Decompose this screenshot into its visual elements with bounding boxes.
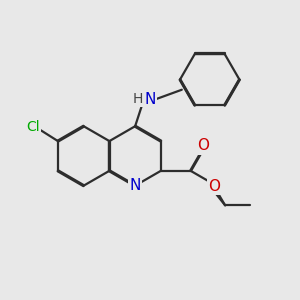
Text: O: O	[208, 179, 220, 194]
Text: Cl: Cl	[27, 120, 40, 134]
Text: N: N	[145, 92, 156, 106]
Text: N: N	[130, 178, 141, 193]
Text: O: O	[197, 139, 209, 154]
Text: H: H	[133, 92, 143, 106]
